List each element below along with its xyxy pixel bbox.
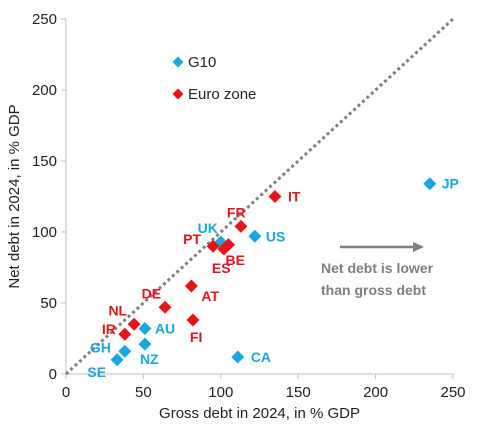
point-label-pt: PT: [183, 231, 201, 247]
y-tick-label: 250: [32, 11, 57, 28]
legend-marker-1: [172, 88, 184, 100]
point-label-fi: FI: [190, 329, 202, 345]
point-label-nl: NL: [108, 302, 127, 318]
legend-marker-0: [172, 56, 184, 68]
point-fi: [186, 313, 200, 327]
point-it: [268, 190, 282, 203]
y-tick-label: 50: [40, 295, 57, 312]
point-at: [184, 279, 198, 293]
point-se: [110, 353, 124, 367]
x-tick-label: 50: [135, 384, 152, 401]
x-tick-label: 200: [363, 384, 388, 401]
legend-label-1: Euro zone: [188, 86, 256, 103]
annotation-arrow-head: [413, 242, 424, 252]
diagonal-line: [64, 17, 455, 376]
point-nl: [127, 317, 141, 331]
point-fr: [234, 219, 248, 233]
x-tick-label: 0: [62, 384, 70, 401]
point-au: [138, 322, 152, 336]
reference-diagonal: [64, 17, 455, 376]
point-pt: [206, 239, 220, 253]
y-tick-label: 0: [49, 366, 57, 383]
annotation: Net debt is lower than gross debt: [321, 242, 434, 298]
point-gh: [118, 344, 132, 358]
point-es: [217, 242, 231, 256]
point-label-it: IT: [288, 189, 301, 205]
point-label-fr: FR: [227, 204, 246, 220]
y-tick-label: 100: [32, 224, 57, 241]
legend: G10 Euro zone: [172, 54, 256, 103]
x-axis-title: Gross debt in 2024, in % GDP: [159, 405, 360, 422]
point-nz: [138, 337, 152, 351]
point-label-de: DE: [142, 285, 161, 301]
point-label-nz: NZ: [140, 351, 159, 367]
point-ir: [118, 327, 132, 341]
annotation-line-1: than gross debt: [321, 282, 426, 298]
point-label-uk: UK: [198, 220, 218, 236]
point-label-se: SE: [87, 364, 106, 380]
point-us: [248, 229, 262, 243]
point-de: [158, 300, 172, 314]
y-tick-label: 150: [32, 153, 57, 170]
axes: 0 50 100 150 200 250 0 50 100 150 200 250: [32, 11, 466, 401]
point-label-ir: IR: [102, 321, 116, 337]
point-label-be: BE: [226, 252, 245, 268]
x-tick-label: 250: [440, 384, 465, 401]
point-jp: [423, 177, 437, 191]
x-tick-label: 150: [286, 384, 311, 401]
annotation-line-0: Net debt is lower: [321, 260, 434, 276]
x-tick-label: 100: [208, 384, 233, 401]
point-label-au: AU: [155, 321, 175, 337]
data-points: [110, 177, 437, 367]
y-axis-title: Net debt in 2024, in % GDP: [6, 104, 23, 288]
point-label-ca: CA: [251, 349, 271, 365]
point-label-us: US: [266, 228, 285, 244]
point-label-at: AT: [201, 288, 219, 304]
point-label-gh: GH: [90, 339, 111, 355]
y-tick-label: 200: [32, 82, 57, 99]
point-label-es: ES: [212, 260, 231, 276]
point-label-jp: JP: [442, 176, 459, 192]
legend-label-0: G10: [188, 54, 216, 71]
point-ca: [231, 350, 245, 364]
